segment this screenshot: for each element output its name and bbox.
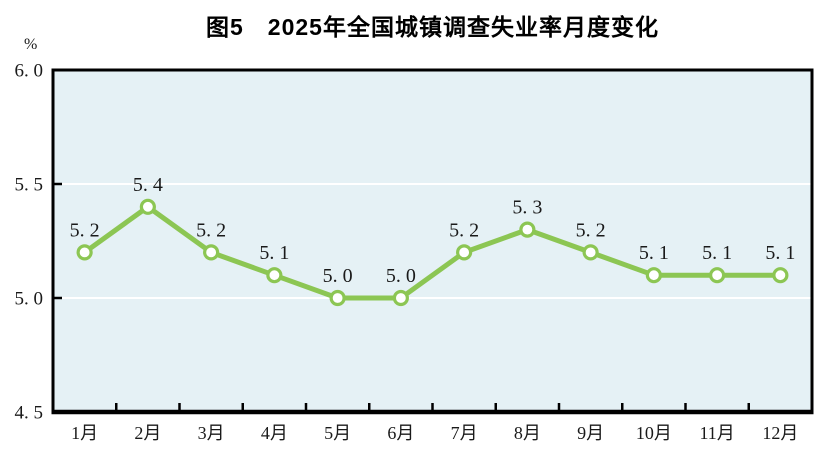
data-point-marker [329, 289, 346, 307]
data-point-marker [266, 267, 283, 284]
chart-title: 图5 2025年全国城镇调查失业率月度变化 [206, 14, 659, 40]
data-point-label: 5. 2 [70, 219, 100, 241]
x-tick-label: 2月 [134, 423, 161, 443]
data-point-label: 5. 1 [702, 242, 732, 264]
data-line [82, 204, 783, 301]
data-point-label: 5. 2 [576, 219, 606, 241]
x-tick-label: 12月 [762, 423, 798, 443]
y-axis-unit-label: % [24, 36, 38, 53]
x-tick-label: 10月 [636, 423, 672, 443]
data-point-marker [582, 244, 599, 261]
data-point-marker [76, 244, 93, 261]
data-point-label: 5. 1 [259, 242, 289, 264]
data-point-marker [519, 221, 536, 238]
x-tick-label: 11月 [699, 423, 734, 443]
data-point-label: 5. 1 [639, 242, 669, 264]
x-tick-label: 1月 [71, 423, 98, 443]
data-point-marker [203, 244, 220, 261]
x-tick-label: 9月 [577, 423, 604, 443]
data-point-marker [139, 198, 156, 215]
x-tick-label: 6月 [387, 423, 414, 443]
data-point-marker [772, 267, 789, 284]
data-point-label: 5. 0 [323, 265, 353, 287]
data-point-label: 5. 1 [765, 242, 795, 264]
x-tick-label: 8月 [514, 423, 541, 443]
data-point-marker [392, 289, 409, 307]
plot-area [53, 70, 812, 412]
data-point-label: 5. 4 [133, 174, 163, 196]
data-point-marker [709, 267, 726, 284]
x-tick-label: 3月 [198, 423, 225, 443]
y-tick-label: 5. 0 [15, 289, 44, 310]
x-tick-label: 4月 [261, 423, 288, 443]
x-tick-label: 7月 [451, 423, 478, 443]
data-point-marker [456, 244, 473, 261]
data-point-label: 5. 0 [386, 265, 416, 287]
data-point-label: 5. 2 [449, 219, 479, 241]
data-point-marker [645, 267, 662, 284]
data-point-label: 5. 2 [196, 219, 226, 241]
x-tick-label: 5月 [324, 423, 351, 443]
y-tick-label: 6. 0 [15, 61, 44, 82]
y-tick-label: 4. 5 [15, 403, 44, 424]
y-tick-label: 5. 5 [15, 175, 44, 196]
data-point-label: 5. 3 [512, 197, 542, 219]
